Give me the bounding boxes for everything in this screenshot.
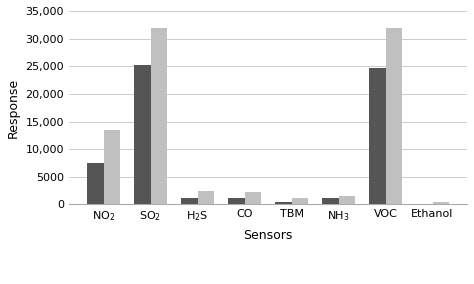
Bar bbox=[228, 199, 245, 204]
Bar bbox=[181, 198, 198, 204]
Bar bbox=[338, 196, 355, 204]
Y-axis label: Response: Response bbox=[7, 78, 20, 138]
Bar bbox=[275, 202, 292, 204]
Bar bbox=[245, 192, 261, 204]
Bar bbox=[322, 199, 338, 204]
Bar bbox=[385, 28, 402, 204]
Bar bbox=[432, 202, 449, 204]
Bar bbox=[292, 199, 308, 204]
Bar bbox=[87, 163, 103, 204]
X-axis label: Sensors: Sensors bbox=[243, 229, 293, 242]
Bar bbox=[198, 191, 214, 204]
Bar bbox=[134, 65, 151, 204]
Bar bbox=[369, 68, 385, 204]
Bar bbox=[151, 28, 167, 204]
Bar bbox=[103, 130, 120, 204]
